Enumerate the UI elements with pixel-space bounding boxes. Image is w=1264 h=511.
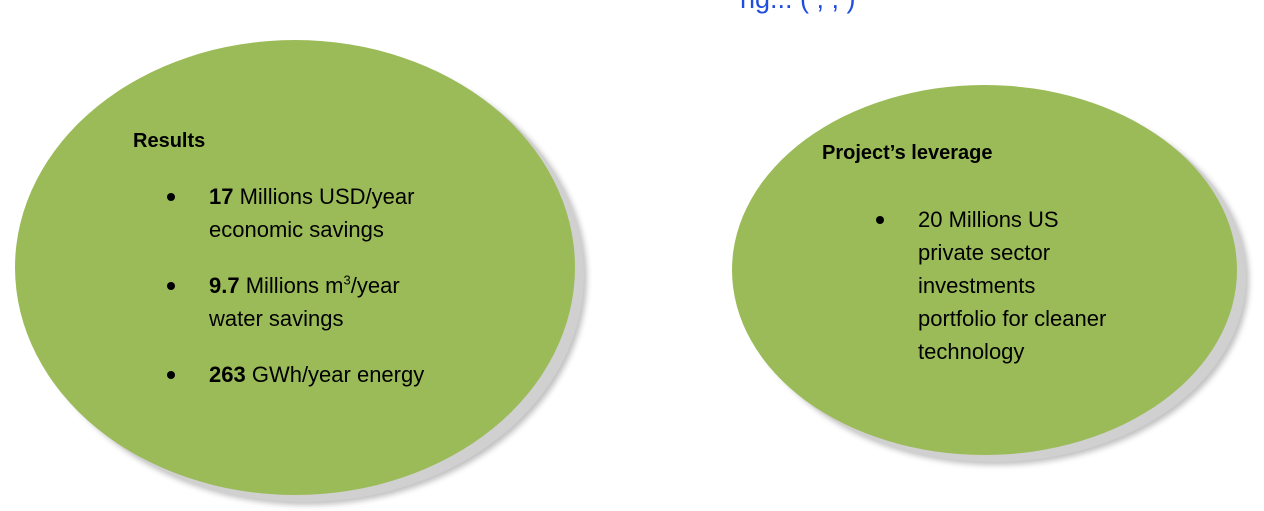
bullet-icon xyxy=(167,282,175,290)
result-text: /year xyxy=(350,273,400,298)
bullet-icon xyxy=(167,193,175,201)
superscript: 3 xyxy=(343,272,351,288)
result-value: 17 xyxy=(209,184,234,209)
result-text: Millions USD/year xyxy=(233,184,415,209)
result-text: water savings xyxy=(209,306,344,331)
leverage-line: technology xyxy=(918,339,1025,364)
bullet-icon xyxy=(167,371,175,379)
leverage-heading: Project’s leverage xyxy=(822,142,993,164)
list-item: 9.7 Millions m3/year water savings xyxy=(163,269,523,335)
header-fragment: ng... ( , , ) xyxy=(740,0,856,13)
list-item: 20 Millions US private sector investment… xyxy=(872,203,1172,368)
list-item: 263 GWh/year energy xyxy=(163,358,523,391)
result-value: 263 xyxy=(209,362,246,387)
leverage-line: 20 Millions US xyxy=(918,207,1059,232)
leverage-list: 20 Millions US private sector investment… xyxy=(872,203,1172,391)
results-ellipse: Results 17 Millions USD/year economic sa… xyxy=(15,40,575,495)
leverage-line: portfolio for cleaner xyxy=(918,306,1107,331)
results-heading: Results xyxy=(133,130,206,152)
leverage-line: investments xyxy=(918,273,1036,298)
result-value: 9.7 xyxy=(209,273,240,298)
result-text: Millions m xyxy=(239,273,344,298)
bullet-icon xyxy=(876,216,884,224)
result-text: GWh/year energy xyxy=(245,362,425,387)
result-text: economic savings xyxy=(209,217,384,242)
list-item: 17 Millions USD/year economic savings xyxy=(163,180,523,246)
leverage-line: private sector xyxy=(918,240,1051,265)
results-list: 17 Millions USD/year economic savings 9.… xyxy=(163,180,523,414)
leverage-ellipse: Project’s leverage 20 Millions US privat… xyxy=(732,85,1237,455)
